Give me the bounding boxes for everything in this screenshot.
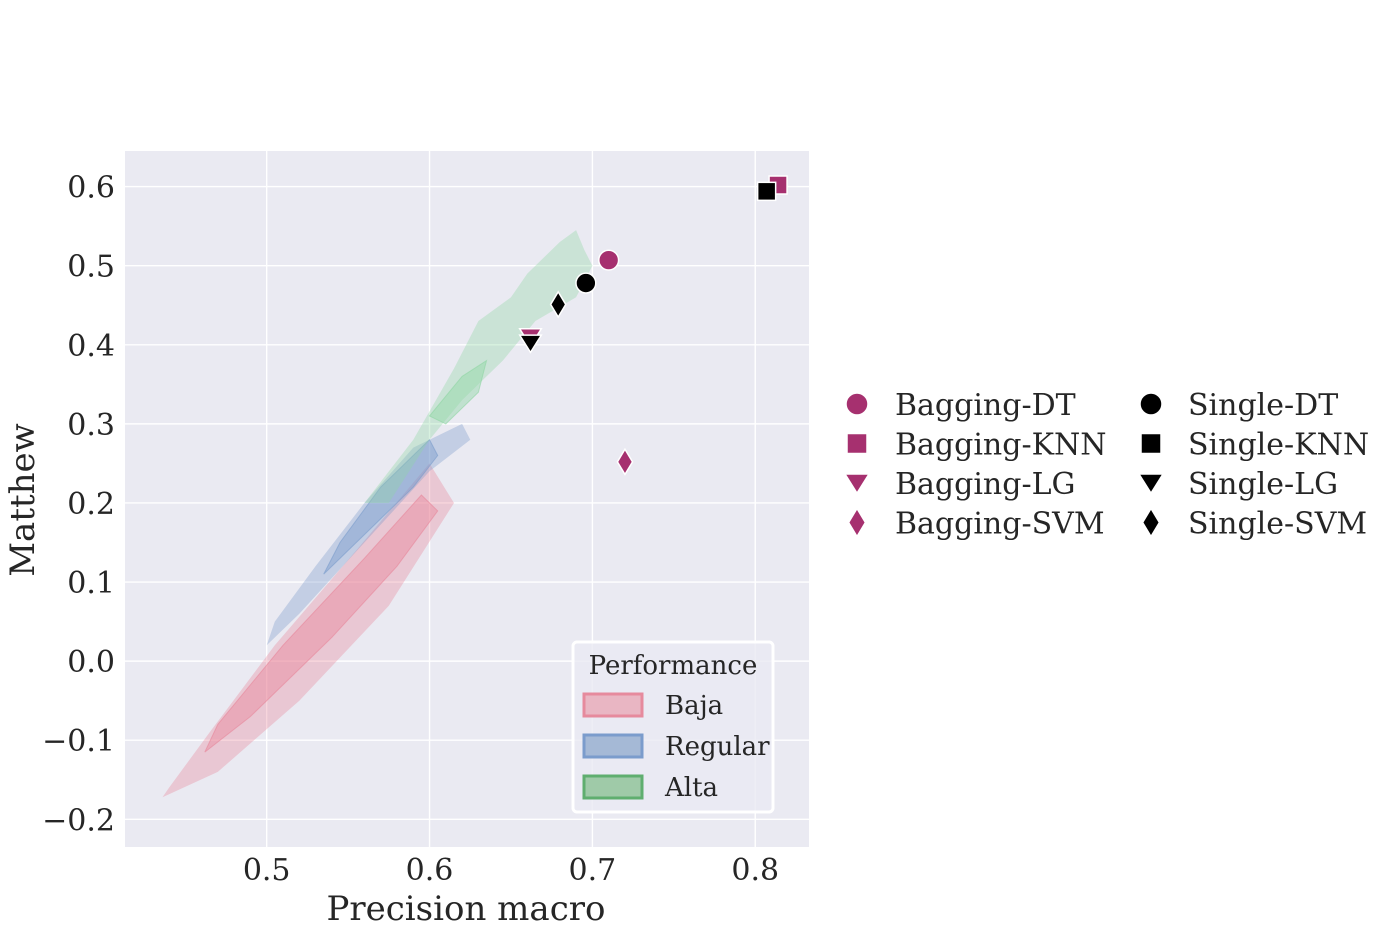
performance-legend-title: Performance (589, 651, 758, 681)
density-core-regular (323, 438, 439, 575)
legend-marker-bagging-knn (846, 432, 868, 455)
legend-marker-single-dt (1139, 392, 1163, 416)
density-core-baja (204, 494, 439, 753)
legend-marker-single-lg (1137, 473, 1165, 495)
legend-label-bagging-lg: Bagging-LG (895, 467, 1075, 502)
y-tick-label: 0.5 (67, 250, 115, 285)
density-region-baja (162, 463, 454, 798)
legend-marker-bagging-svm (847, 507, 867, 538)
point-bagging-dt (598, 249, 620, 271)
y-tick-label: −0.2 (42, 803, 115, 838)
x-tick-labels: 0.5 0.6 0.7 0.8 (243, 853, 779, 888)
performance-swatch-alta (582, 774, 644, 800)
performance-label-baja: Baja (665, 691, 723, 721)
scatter-points (518, 175, 788, 476)
point-single-lg (518, 334, 543, 354)
x-tick-label: 0.7 (569, 853, 617, 888)
legend-label-single-knn: Single-KNN (1188, 428, 1369, 463)
grid (125, 151, 809, 847)
y-tick-label: 0.0 (67, 645, 115, 680)
performance-label-regular: Regular (665, 732, 770, 762)
y-tick-labels: −0.2 −0.1 0.0 0.1 0.2 0.3 0.4 0.5 0.6 (42, 171, 115, 839)
x-tick-label: 0.6 (406, 853, 454, 888)
legend-marker-single-knn (1140, 432, 1162, 455)
y-tick-label: 0.3 (67, 408, 115, 443)
y-tick-label: 0.1 (67, 566, 115, 601)
legend-marker-bagging-lg (843, 473, 871, 495)
y-tick-label: 0.4 (67, 329, 115, 364)
x-tick-label: 0.8 (731, 853, 779, 888)
performance-label-alta: Alta (664, 773, 718, 803)
point-single-knn (756, 181, 777, 202)
performance-legend-frame (571, 640, 775, 814)
point-single-svm (549, 290, 567, 319)
legend-marker-bagging-dt (845, 392, 869, 416)
performance-swatch-regular (582, 733, 644, 759)
legend-label-bagging-svm: Bagging-SVM (895, 507, 1105, 542)
point-single-dt (575, 272, 597, 294)
y-tick-label: 0.6 (67, 171, 115, 206)
legend-label-single-lg: Single-LG (1188, 467, 1338, 502)
y-tick-label: −0.1 (42, 724, 115, 759)
performance-legend: Performance Baja Regular Alta (571, 640, 775, 814)
performance-swatch-baja (582, 692, 644, 718)
legend-label-single-svm: Single-SVM (1188, 507, 1367, 542)
legend-label-single-dt: Single-DT (1188, 388, 1338, 423)
legend-label-bagging-dt: Bagging-DT (895, 388, 1076, 423)
y-tick-label: 0.2 (67, 487, 115, 522)
x-tick-label: 0.5 (243, 853, 291, 888)
x-axis-label: Precision macro (327, 889, 606, 929)
density-region-alta (364, 230, 593, 503)
y-axis-label: Matthew (3, 423, 43, 577)
marker-legend: Bagging-DT Bagging-KNN Bagging-LG Bagging-S… (843, 388, 1369, 542)
legend-label-bagging-knn: Bagging-KNN (895, 428, 1107, 463)
density-regions (162, 230, 593, 798)
density-core-alta (428, 359, 488, 425)
legend-marker-single-svm (1141, 507, 1161, 538)
point-bagging-svm (616, 447, 634, 476)
